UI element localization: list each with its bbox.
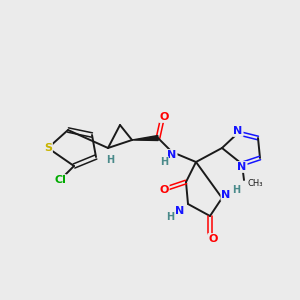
Text: Cl: Cl — [54, 175, 66, 185]
Text: N: N — [221, 190, 231, 200]
Text: O: O — [159, 112, 169, 122]
Text: H: H — [160, 157, 168, 167]
Text: N: N — [167, 150, 177, 160]
Text: H: H — [166, 212, 174, 222]
Text: N: N — [237, 162, 247, 172]
Text: N: N — [233, 126, 243, 136]
Text: S: S — [44, 143, 52, 153]
Text: CH₃: CH₃ — [248, 179, 263, 188]
Polygon shape — [132, 136, 158, 140]
Text: H: H — [232, 185, 240, 195]
Text: H: H — [106, 155, 114, 165]
Text: O: O — [159, 185, 169, 195]
Text: O: O — [208, 234, 218, 244]
Text: N: N — [176, 206, 184, 216]
